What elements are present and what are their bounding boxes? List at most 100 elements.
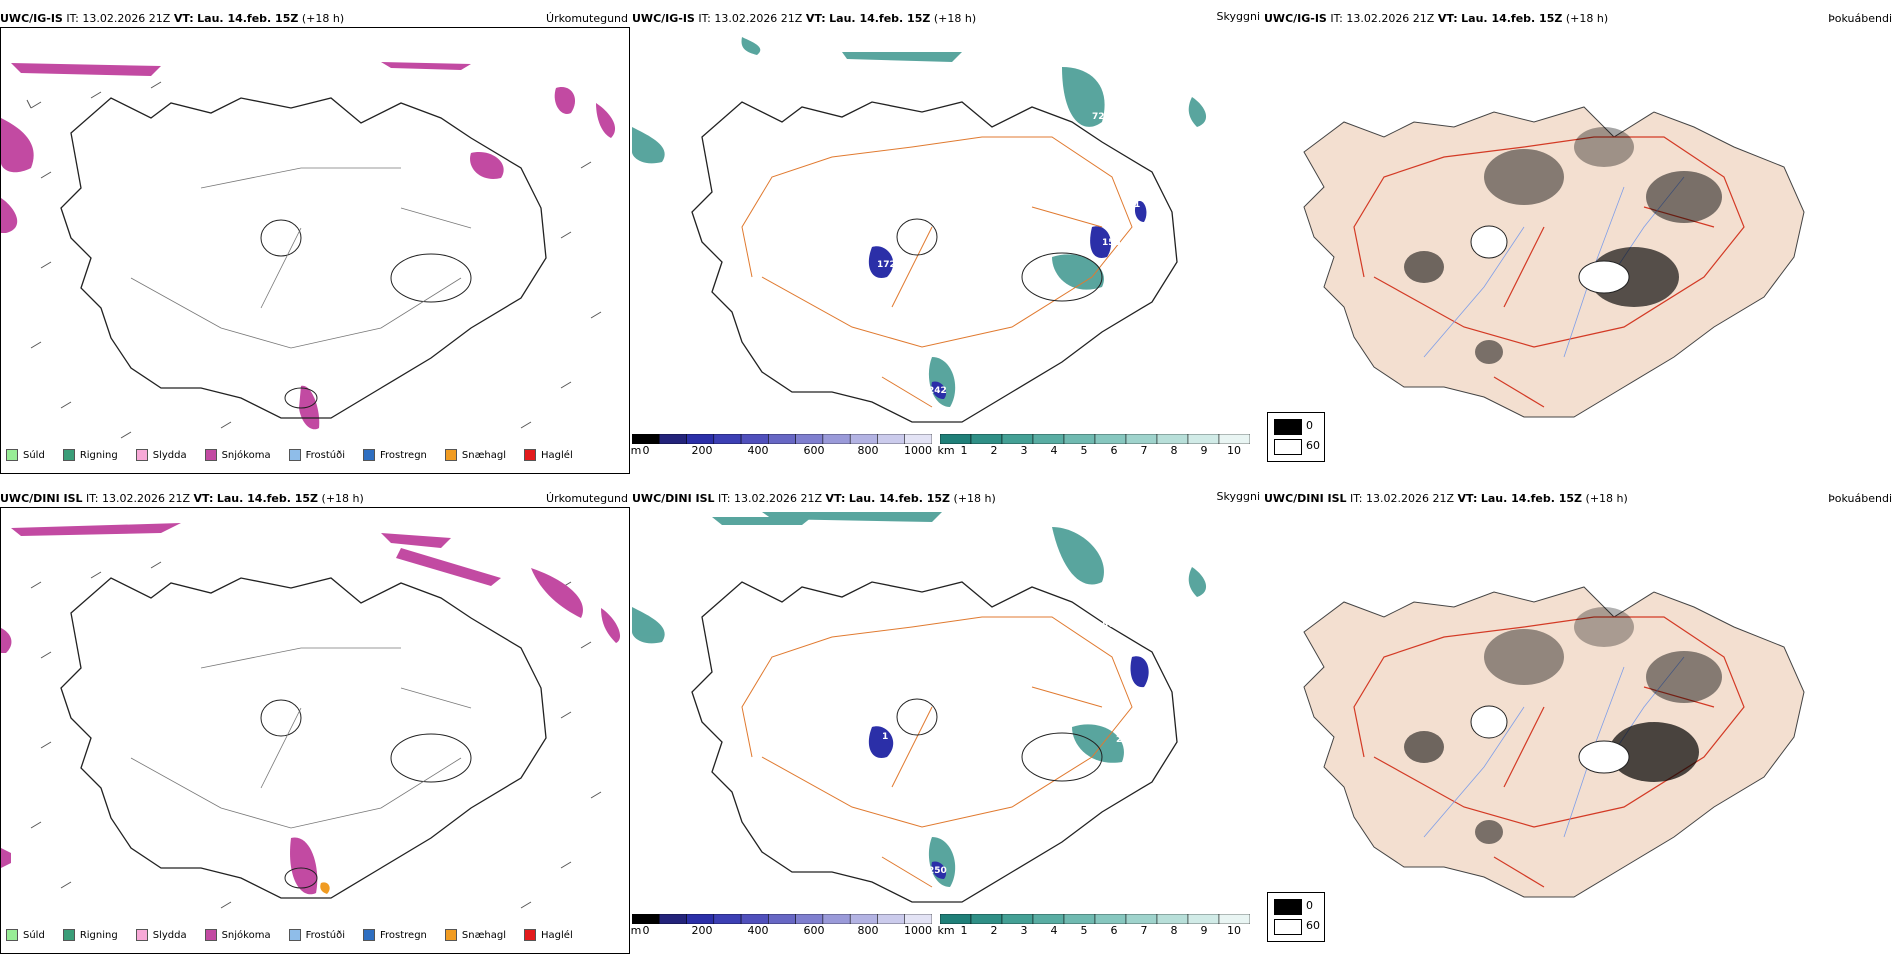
fog-panel-2: UWC/DINI ISL IT: 13.02.2026 21Z VT: Lau.… bbox=[1264, 492, 1894, 957]
legend-label: Slydda bbox=[152, 929, 187, 941]
vis-label: 155 bbox=[1102, 238, 1121, 248]
colorbar-swatch bbox=[1063, 914, 1096, 924]
vis-label: 1 bbox=[882, 732, 888, 742]
tick-label: 400 bbox=[747, 924, 769, 937]
colorbar-swatch bbox=[940, 434, 972, 444]
tick-label: 0 bbox=[642, 444, 650, 457]
vt-value: Lau. 14.feb. 15Z bbox=[829, 12, 931, 25]
colorbar-swatch bbox=[686, 914, 715, 924]
tick-label: 5 bbox=[1080, 924, 1088, 937]
colorbar-swatch bbox=[822, 914, 851, 924]
legend-item: Frostúði bbox=[288, 929, 345, 941]
roads bbox=[1353, 136, 1745, 408]
vis-label: 72 bbox=[1092, 112, 1105, 122]
tick-label: 3 bbox=[1020, 924, 1028, 937]
legend-swatch bbox=[204, 929, 217, 941]
colorbar-swatch bbox=[659, 434, 687, 444]
vt-value: Lau. 14.feb. 15Z bbox=[1480, 492, 1583, 505]
colorbar-swatch bbox=[1001, 914, 1034, 924]
it-label: IT: bbox=[86, 492, 99, 505]
vt-label: VT: bbox=[825, 492, 846, 505]
colorbar-swatch bbox=[713, 914, 742, 924]
legend-item: Rigning bbox=[62, 449, 118, 461]
cloud-base-colorbar: km 1 2 3 4 5 6 7 8 9 10 bbox=[937, 914, 1250, 940]
colorbar-swatch bbox=[768, 914, 796, 924]
colorbar-swatch bbox=[1187, 434, 1220, 444]
colorbar-ticks: km 1 2 3 4 5 6 7 8 9 10 bbox=[937, 444, 1250, 457]
legend-item: Frostúði bbox=[288, 449, 345, 461]
precip-type-panel-2: UWC/DINI ISL IT: 13.02.2026 21Z VT: Lau.… bbox=[0, 492, 630, 957]
it-label: IT: bbox=[1330, 12, 1343, 25]
panel-header: UWC/DINI ISL IT: 13.02.2026 21Z VT: Lau.… bbox=[1264, 492, 1628, 506]
panel-title: Skyggni bbox=[1216, 10, 1260, 23]
tick-label: 200 bbox=[691, 924, 713, 937]
legend-swatch bbox=[444, 449, 457, 461]
colorbar-unit: km bbox=[937, 924, 955, 937]
legend-label: Frostregn bbox=[380, 929, 427, 941]
legend-label: Snæhagl bbox=[461, 449, 507, 461]
low-visibility-areas bbox=[868, 201, 1147, 399]
panel-header: UWC/IG-IS IT: 13.02.2026 21Z VT: Lau. 14… bbox=[1264, 12, 1608, 26]
fog-key-1: 0 60 bbox=[1267, 412, 1325, 462]
legend-swatch bbox=[288, 449, 301, 461]
lead-time: (+18 h) bbox=[321, 492, 364, 505]
colorbar-swatch bbox=[940, 914, 972, 924]
roads bbox=[1353, 616, 1745, 888]
glacier-outlines bbox=[260, 699, 472, 889]
colorbar-swatches bbox=[940, 434, 1250, 444]
precip-map bbox=[1, 523, 621, 909]
colorbar-swatch bbox=[877, 434, 905, 444]
panel-title: Þokuábendi bbox=[1828, 492, 1892, 505]
precip-legend: Súld Rigning Slydda Snjókoma Frostúði Fr… bbox=[6, 449, 573, 461]
legend-label: Súld bbox=[23, 929, 45, 941]
vt-value: Lau. 14.feb. 15Z bbox=[848, 492, 951, 505]
fog-areas bbox=[1404, 607, 1722, 844]
colorbar-unit: km bbox=[937, 444, 955, 457]
model-label: UWC/IG-IS bbox=[1264, 12, 1327, 25]
vt-label: VT: bbox=[1457, 492, 1478, 505]
legend-item: Slydda bbox=[135, 929, 187, 941]
legend-swatch bbox=[524, 449, 537, 461]
low-visibility-areas bbox=[868, 656, 1149, 879]
tick-label: 7 bbox=[1140, 924, 1148, 937]
colorbar-unit: m bbox=[630, 924, 642, 937]
colorbar-swatch bbox=[970, 434, 1003, 444]
colorbar-ticks: km 1 2 3 4 5 6 7 8 9 10 bbox=[937, 924, 1250, 937]
legend-swatch bbox=[363, 449, 375, 461]
fog-key-2: 0 60 bbox=[1267, 892, 1325, 942]
legend-label: Frostúði bbox=[305, 449, 345, 461]
tick-label: 8 bbox=[1170, 924, 1178, 937]
it-value: 13.02.2026 21Z bbox=[734, 492, 823, 505]
graupel-area bbox=[320, 882, 330, 894]
legend-label: Frostregn bbox=[380, 449, 427, 461]
legend-item: Slydda bbox=[135, 449, 187, 461]
colorbar-swatch bbox=[904, 434, 932, 444]
colorbar-swatch bbox=[1094, 914, 1127, 924]
legend-item: Haglél bbox=[524, 929, 573, 941]
colorbar-swatch bbox=[740, 914, 769, 924]
colorbar-swatch bbox=[1032, 434, 1065, 444]
iceland-outline bbox=[60, 97, 547, 419]
legend-item: Snæhagl bbox=[444, 449, 507, 461]
precip-type-panel-1: UWC/IG-IS IT: 13.02.2026 21Z VT: Lau. 14… bbox=[0, 12, 630, 477]
legend-label: Frostúði bbox=[305, 929, 345, 941]
colorbar-swatch bbox=[1032, 914, 1065, 924]
legend-item: Frostregn bbox=[363, 929, 427, 941]
colorbar-unit: m bbox=[630, 444, 642, 457]
legend-swatch bbox=[363, 929, 375, 941]
tick-label: 400 bbox=[747, 444, 769, 457]
panel-title: Þokuábendi bbox=[1828, 12, 1892, 25]
colorbar-swatch bbox=[1218, 914, 1250, 924]
it-value: 13.02.2026 21Z bbox=[1346, 12, 1435, 25]
vt-value: Lau. 14.feb. 15Z bbox=[1461, 12, 1563, 25]
legend-item: Frostregn bbox=[363, 449, 427, 461]
vt-value: Lau. 14.feb. 15Z bbox=[216, 492, 319, 505]
colorbar-swatch bbox=[849, 434, 878, 444]
legend-label: Snæhagl bbox=[461, 929, 507, 941]
vt-value: Lau. 14.feb. 15Z bbox=[197, 12, 299, 25]
it-label: IT: bbox=[66, 12, 79, 25]
colorbar-swatch bbox=[632, 434, 660, 444]
colorbar-swatch bbox=[1218, 434, 1250, 444]
roads bbox=[130, 167, 472, 349]
visibility-labels: 242 172 155 569 72 40 1 bbox=[877, 112, 1161, 396]
